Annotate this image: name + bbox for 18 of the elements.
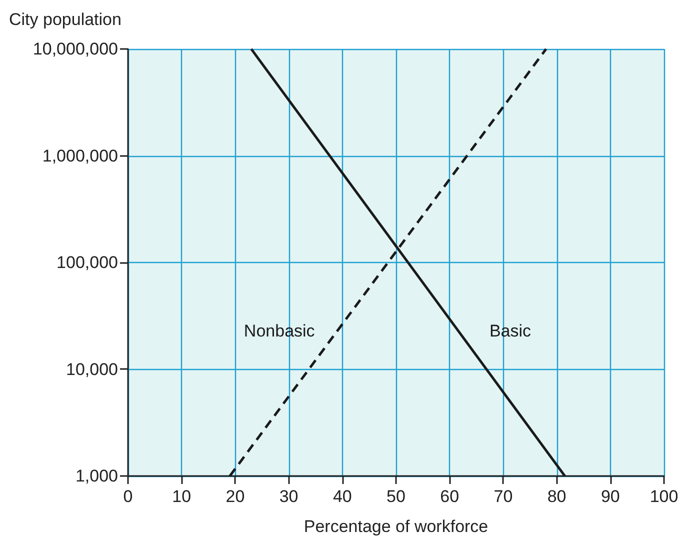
- x-tick-label: 50: [386, 487, 406, 506]
- x-tick-label: 30: [279, 487, 298, 506]
- y-tick-label: 1,000,000: [42, 146, 118, 166]
- x-axis-title: Percentage of workforce: [304, 517, 488, 536]
- y-axis-title: City population: [9, 10, 122, 29]
- y-tick-label: 10,000,000: [32, 40, 118, 58]
- y-tick-label: 1,000: [75, 466, 118, 486]
- x-tick-label: 20: [226, 487, 245, 506]
- x-tick-label: 60: [440, 487, 460, 506]
- x-tick-label: 90: [600, 487, 620, 506]
- x-tick-label: 40: [332, 487, 352, 506]
- x-tick-label: 70: [494, 487, 513, 506]
- x-tick-label: 80: [547, 487, 566, 506]
- x-tick-label: 10: [172, 487, 192, 506]
- x-tick-label: 100: [650, 487, 678, 506]
- x-tick-label: 0: [123, 487, 133, 506]
- y-tick-label: 100,000: [56, 253, 118, 272]
- y-tick-label: 10,000: [66, 360, 118, 379]
